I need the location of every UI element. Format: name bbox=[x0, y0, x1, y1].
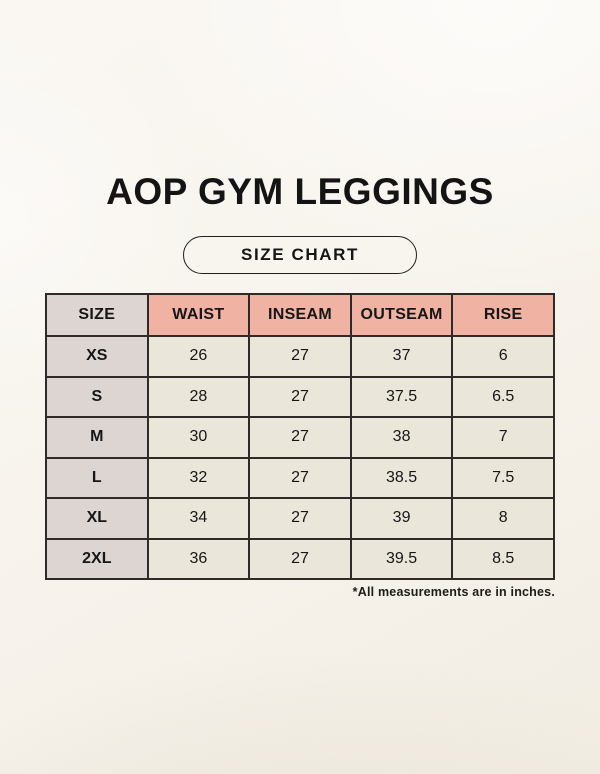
column-header-inseam: INSEAM bbox=[248, 293, 352, 337]
column-header-size: SIZE bbox=[45, 293, 149, 337]
table-row: 2XL 36 27 39.5 8.5 bbox=[45, 537, 555, 580]
measurement-cell: 34 bbox=[146, 497, 251, 540]
column-header-waist: WAIST bbox=[146, 293, 251, 337]
table-header-row: SIZE WAIST INSEAM OUTSEAM RISE bbox=[45, 293, 555, 337]
measurement-cell: 37 bbox=[349, 335, 454, 378]
table-row: M 30 27 38 7 bbox=[45, 416, 555, 459]
size-chart-table: SIZE WAIST INSEAM OUTSEAM RISE XS 26 27 37 6 S 28 2… bbox=[45, 293, 555, 580]
table-body: XS 26 27 37 6 S 28 27 37.5 6.5 M 30 27 38 7 L 32 27 38.5 7.… bbox=[45, 335, 555, 580]
size-chart-badge-label: SIZE CHART bbox=[241, 245, 359, 264]
table-row: S 28 27 37.5 6.5 bbox=[45, 375, 555, 418]
measurements-footnote: *All measurements are in inches. bbox=[352, 585, 555, 599]
table-row: XS 26 27 37 6 bbox=[45, 335, 555, 378]
table-row: XL 34 27 39 8 bbox=[45, 497, 555, 540]
measurement-cell: 8 bbox=[451, 497, 555, 540]
measurement-cell: 38 bbox=[349, 416, 454, 459]
column-header-outseam: OUTSEAM bbox=[349, 293, 454, 337]
size-cell: M bbox=[45, 416, 149, 459]
measurement-cell: 6.5 bbox=[451, 375, 555, 418]
table-header: SIZE WAIST INSEAM OUTSEAM RISE bbox=[45, 293, 555, 337]
measurement-cell: 38.5 bbox=[349, 456, 454, 499]
measurement-cell: 27 bbox=[248, 335, 352, 378]
measurement-cell: 7.5 bbox=[451, 456, 555, 499]
page-title: AOP GYM LEGGINGS bbox=[106, 171, 494, 212]
measurement-cell: 8.5 bbox=[451, 537, 555, 580]
measurement-cell: 7 bbox=[451, 416, 555, 459]
measurement-cell: 39.5 bbox=[349, 537, 454, 580]
table-row: L 32 27 38.5 7.5 bbox=[45, 456, 555, 499]
size-cell: S bbox=[45, 375, 149, 418]
measurement-cell: 27 bbox=[248, 375, 352, 418]
size-cell: 2XL bbox=[45, 537, 149, 580]
measurement-cell: 28 bbox=[146, 375, 251, 418]
measurement-cell: 27 bbox=[248, 416, 352, 459]
size-cell: L bbox=[45, 456, 149, 499]
size-cell: XL bbox=[45, 497, 149, 540]
measurement-cell: 6 bbox=[451, 335, 555, 378]
measurement-cell: 27 bbox=[248, 537, 352, 580]
measurement-cell: 27 bbox=[248, 456, 352, 499]
size-cell: XS bbox=[45, 335, 149, 378]
measurement-cell: 39 bbox=[349, 497, 454, 540]
column-header-rise: RISE bbox=[451, 293, 555, 337]
measurement-cell: 26 bbox=[146, 335, 251, 378]
measurement-cell: 37.5 bbox=[349, 375, 454, 418]
measurement-cell: 36 bbox=[146, 537, 251, 580]
measurement-cell: 30 bbox=[146, 416, 251, 459]
size-chart-badge: SIZE CHART bbox=[183, 236, 417, 274]
measurement-cell: 27 bbox=[248, 497, 352, 540]
measurement-cell: 32 bbox=[146, 456, 251, 499]
